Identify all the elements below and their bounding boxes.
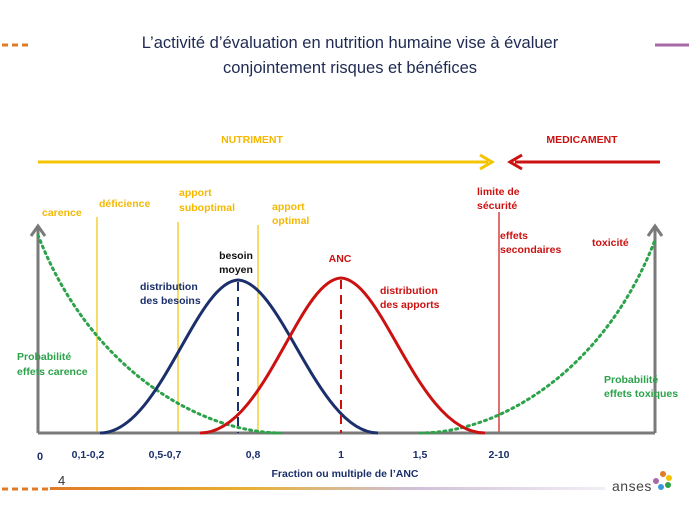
limite-securite-label-line1: limite de	[477, 186, 520, 198]
probability-toxiques-label-line2: effets toxiques	[604, 388, 678, 400]
y-axis-left-arrowhead	[29, 223, 47, 237]
besoins-distribution-curve	[99, 278, 379, 435]
slide-title-line2: conjointement risques et bénéfices	[222, 59, 478, 77]
medicament-label: MEDICAMENT	[546, 134, 618, 146]
distribution-apports-label-line1: distribution	[380, 285, 438, 297]
anc-label: ANC	[329, 253, 352, 265]
nutriment-label: NUTRIMENT	[221, 134, 283, 146]
axis-tick-label: 0,5-0,7	[149, 449, 182, 461]
effets-secondaires-label-line2: secondaires	[500, 244, 561, 256]
effets-secondaires-label-line1: effets	[500, 230, 528, 242]
carence-label: carence	[42, 207, 82, 219]
page-number: 4	[58, 473, 66, 488]
besoin-moyen-label-line1: besoin	[219, 250, 253, 262]
anses-logo-icon	[653, 471, 672, 490]
apport-suboptimal-label-line1: apport	[179, 187, 212, 199]
axis-zero-label: 0	[37, 451, 43, 463]
axis-tick-label: 0,8	[246, 449, 261, 461]
apport-suboptimal-label-line2: suboptimal	[179, 202, 235, 214]
axis-tick-label: 1	[338, 449, 344, 461]
besoin-moyen-label-line2: moyen	[219, 264, 253, 276]
probability-carence-label-line1: Probabilité	[17, 351, 71, 363]
limite-securite-label-line2: sécurité	[477, 200, 517, 212]
axis-tick-label: 2-10	[488, 449, 509, 461]
y-axis-right-arrowhead	[646, 223, 664, 237]
axis-tick-label: 1,5	[413, 449, 428, 461]
toxicite-label: toxicité	[592, 237, 629, 249]
nutriment-arrowhead	[479, 153, 495, 171]
x-axis-title: Fraction ou multiple de l’ANC	[271, 468, 418, 480]
distribution-besoins-label-line1: distribution	[140, 281, 198, 293]
medicament-arrowhead	[507, 153, 523, 171]
probability-toxiques-label-line1: Probabilité	[604, 374, 658, 386]
distribution-besoins-label-line2: des besoins	[140, 295, 201, 307]
axis-tick-label: 0,1-0,2	[72, 449, 105, 461]
anses-logo-text: anses	[612, 478, 652, 494]
slide-title-line1: L’activité d’évaluation en nutrition hum…	[141, 34, 559, 52]
probability-carence-curve	[36, 233, 282, 435]
footer-gradient-bar	[50, 487, 605, 490]
apport-optimal-label-line2: optimal	[272, 215, 309, 227]
apports-distribution-curve	[199, 276, 486, 435]
distribution-apports-label-line2: des apports	[380, 299, 440, 311]
deficience-label: déficience	[99, 198, 151, 210]
apport-optimal-label-line1: apport	[272, 201, 305, 213]
probability-carence-label-line2: effets carence	[17, 366, 88, 378]
probability-toxiques-curve	[418, 238, 657, 435]
